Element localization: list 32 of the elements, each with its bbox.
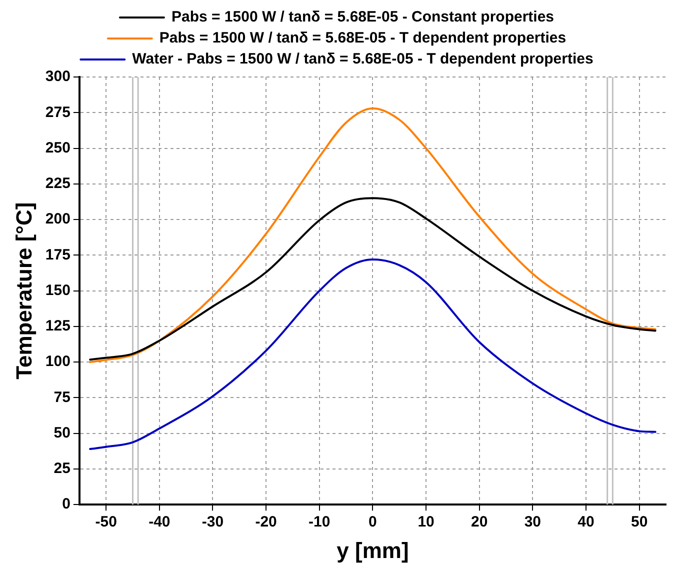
y-tick-label: 100 <box>45 353 70 370</box>
x-tick-label: 40 <box>578 514 594 531</box>
y-tick-label: 125 <box>45 318 70 335</box>
x-tick-label: -50 <box>95 514 117 531</box>
y-tick-label: 175 <box>45 246 70 264</box>
x-axis-title: y [mm] <box>336 538 409 563</box>
y-tick-label: 250 <box>45 139 70 156</box>
y-tick-label: 225 <box>45 175 70 192</box>
y-tick-label: 200 <box>45 210 70 228</box>
legend-label: Pabs = 1500 W / tanδ = 5.68E-05 - T dependent properties <box>159 30 566 47</box>
x-tick-label: -40 <box>148 514 170 531</box>
line-series <box>89 197 656 361</box>
x-tick-label: 0 <box>368 514 377 531</box>
y-tick-label: 25 <box>54 460 70 478</box>
x-tick-label: 20 <box>471 514 488 531</box>
y-tick-label: 150 <box>45 282 70 299</box>
x-tick-label: 10 <box>418 514 434 531</box>
legend-label: Water - Pabs = 1500 W / tanδ = 5.68E-05 - T dependent properties <box>132 50 594 68</box>
y-tick-label: 0 <box>62 496 70 513</box>
legend-label: Pabs = 1500 W / tanδ = 5.68E-05 - Constant properties <box>171 8 554 26</box>
y-axis-title: Temperature [°C] <box>11 202 36 380</box>
x-tick-label: -10 <box>308 514 330 531</box>
line-series <box>89 107 656 364</box>
y-tick-label: 50 <box>54 424 70 442</box>
y-tick-label: 300 <box>45 68 70 86</box>
x-tick-label: -30 <box>202 514 224 531</box>
y-tick-label: 75 <box>54 388 70 406</box>
x-tick-label: -20 <box>255 514 277 531</box>
x-tick-label: 50 <box>630 514 648 531</box>
x-tick-label: 30 <box>524 514 542 531</box>
y-tick-label: 275 <box>45 104 70 121</box>
line-series <box>89 258 656 450</box>
